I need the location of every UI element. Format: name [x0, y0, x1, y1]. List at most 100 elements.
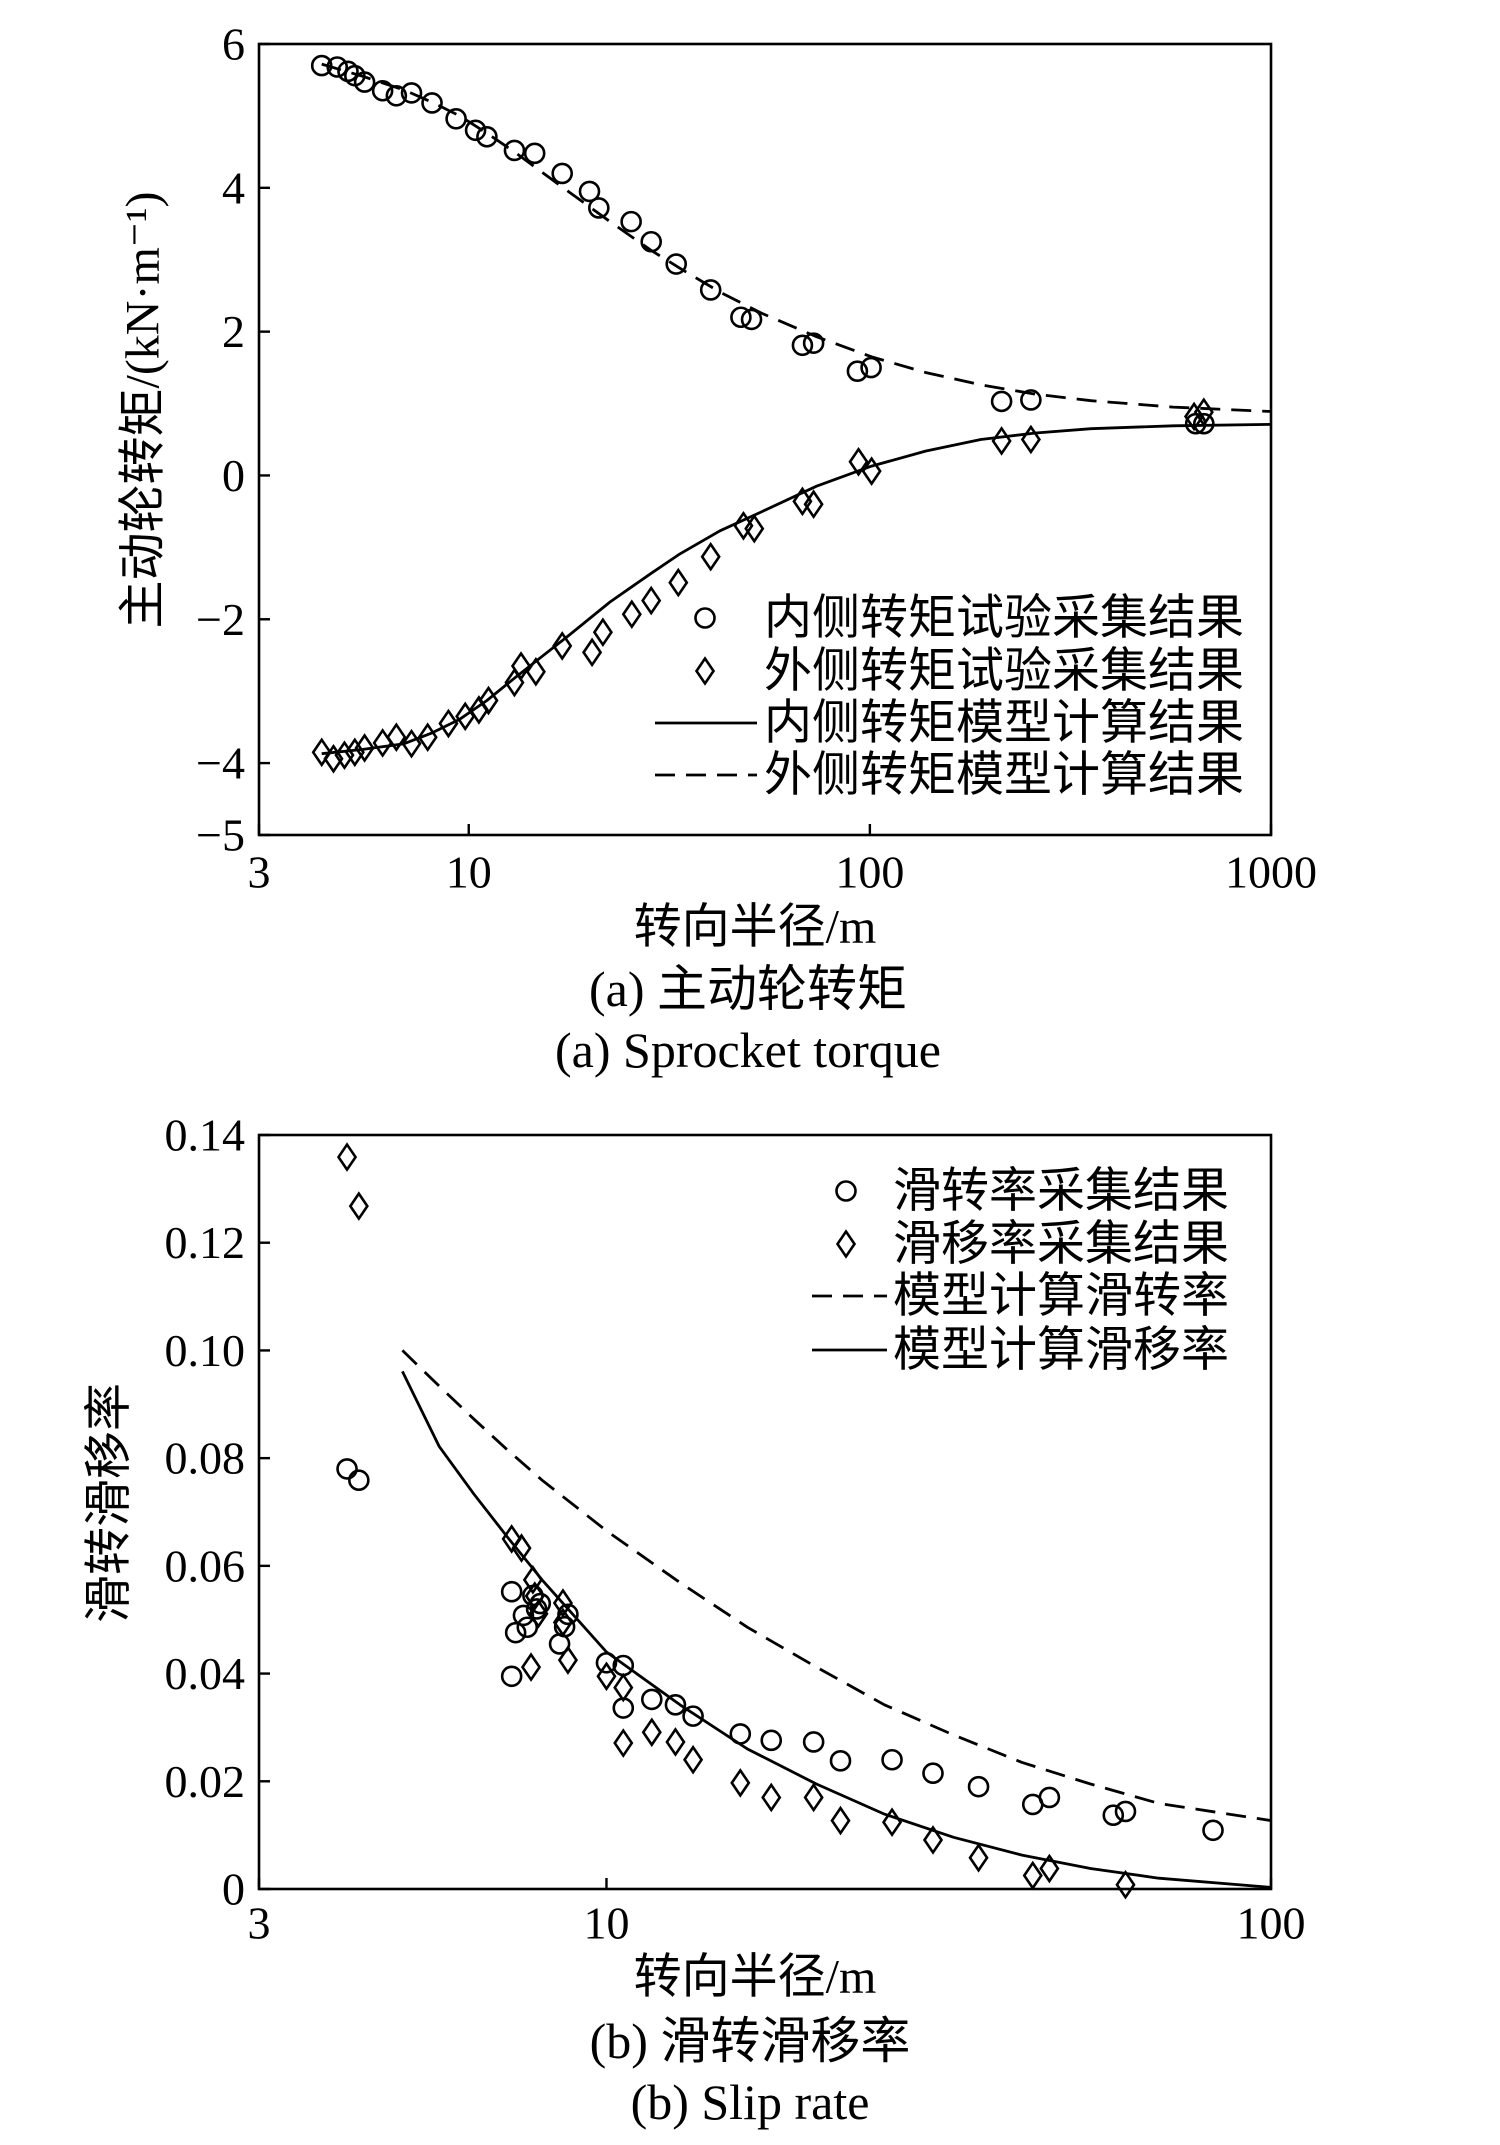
data-point-circle [846, 360, 869, 382]
legend-entry: 外侧转矩试验采集结果 [694, 645, 1244, 698]
data-point-circle [348, 1469, 370, 1492]
legend-label: 模型计算滑转率 [893, 1270, 1229, 1323]
y-axis: 0.14 0.12 0.10 0.08 0.06 0.04 0.02 0 [165, 1110, 270, 1915]
data-point-diamond [792, 486, 813, 517]
data-point-circle [967, 1775, 990, 1798]
plot-frame [257, 42, 1273, 837]
data-point-circle [1114, 1800, 1137, 1823]
figure-caption-zh: (a) 主动轮转矩 [589, 961, 907, 1017]
data-point-diamond [761, 1782, 782, 1813]
data-point-diamond [1039, 1853, 1060, 1884]
y-tick-label: 6 [222, 19, 245, 70]
data-point-circle [553, 1615, 576, 1638]
data-point-diamond [730, 1768, 751, 1798]
y-tick-label: 4 [222, 162, 245, 213]
data-point-diamond [438, 708, 459, 739]
data-point-circle [421, 92, 443, 114]
data-point-diamond [525, 656, 546, 687]
figure-caption-en: (a) Sprocket torque [555, 1022, 941, 1078]
data-point-diamond [991, 426, 1012, 456]
data-point-circle [504, 1621, 527, 1644]
legend-entry: 模型计算滑转率 [812, 1270, 1229, 1323]
data-point-circle [730, 306, 752, 329]
data-point-diamond [552, 631, 573, 661]
data-point-diamond [557, 1645, 579, 1675]
legend-label: 滑移率采集结果 [893, 1218, 1229, 1271]
data-point-circle [503, 139, 526, 162]
x-axis: 3 10 100 1000 [248, 824, 1317, 898]
data-point-circle [400, 82, 423, 104]
data-point-diamond [582, 637, 603, 668]
y-tick-label: 0 [222, 1864, 245, 1915]
data-point-circle [620, 210, 642, 233]
data-point-circle [699, 279, 722, 301]
data-point-circle [336, 1458, 358, 1480]
data-point-circle [664, 1694, 687, 1716]
data-point-diamond [1020, 424, 1041, 455]
legend-label: 外侧转矩试验采集结果 [764, 645, 1244, 698]
data-point-circle [1102, 1804, 1125, 1827]
x-tick-label: 3 [248, 1898, 271, 1949]
y-axis: 6 4 2 0 −2 −4 −5 [196, 19, 270, 861]
data-point-diamond [528, 1598, 549, 1629]
data-point-diamond [510, 651, 532, 681]
data-point-diamond [592, 617, 613, 648]
data-point-circle [665, 253, 688, 275]
data-point-diamond [596, 1661, 617, 1692]
model-curve-dashed [401, 1349, 1272, 1822]
data-point-diamond [520, 1652, 542, 1682]
data-point-circle [445, 107, 467, 130]
data-point-circle [881, 1748, 903, 1771]
data-point-circle [860, 356, 882, 379]
data-point-circle [640, 230, 662, 253]
legend-marker-circle [835, 1180, 857, 1202]
x-tick-label: 100 [835, 847, 904, 898]
x-axis-label: 转向半径/m [634, 1951, 877, 2004]
data-point-circle [682, 1705, 704, 1727]
y-tick-label: 2 [222, 306, 245, 357]
legend-entry: 内侧转矩试验采集结果 [694, 592, 1244, 645]
x-tick-label: 100 [1237, 1898, 1306, 1949]
y-tick-label: 0.08 [165, 1433, 246, 1484]
y-tick-label: 0.04 [165, 1648, 246, 1699]
data-point-circle [525, 1598, 548, 1620]
legend-entry: 外侧转矩模型计算结果 [655, 749, 1244, 802]
legend-entry: 滑转率采集结果 [835, 1165, 1229, 1218]
legend-marker-diamond [694, 656, 716, 686]
y-tick-label: 0 [222, 450, 245, 501]
legend-entry: 内侧转矩模型计算结果 [655, 697, 1244, 750]
data-point-diamond [552, 1607, 574, 1638]
data-point-diamond [613, 1728, 634, 1758]
data-point-circle [829, 1750, 852, 1772]
data-point-diamond [641, 585, 662, 616]
model-curve-solid [321, 423, 1272, 756]
data-point-circle [802, 332, 825, 354]
data-point-diamond [700, 541, 721, 572]
y-tick-label: 0.02 [165, 1756, 246, 1807]
series-group [336, 1142, 1272, 1900]
data-point-diamond [386, 722, 407, 753]
data-point-circle [476, 125, 498, 148]
legend-label: 滑转率采集结果 [893, 1165, 1229, 1218]
x-axis: 3 10 100 [248, 1878, 1306, 1949]
legend-entry: 滑移率采集结果 [835, 1218, 1229, 1271]
data-point-circle [1020, 389, 1042, 411]
data-point-diamond [641, 1717, 662, 1748]
data-point-diamond [668, 567, 689, 598]
data-point-diamond [511, 1533, 532, 1563]
model-curve-dashed [321, 62, 1272, 413]
series-group [310, 54, 1272, 774]
legend-label: 外侧转矩模型计算结果 [764, 749, 1244, 802]
x-tick-label: 1000 [1225, 847, 1317, 898]
data-point-diamond [683, 1744, 704, 1775]
legend-label: 内侧转矩模型计算结果 [764, 697, 1244, 750]
data-point-circle [500, 1665, 523, 1688]
data-point-circle [1193, 412, 1215, 435]
data-point-diamond [848, 446, 869, 477]
data-point-diamond [830, 1805, 851, 1836]
y-tick-label: 0.12 [165, 1217, 246, 1268]
